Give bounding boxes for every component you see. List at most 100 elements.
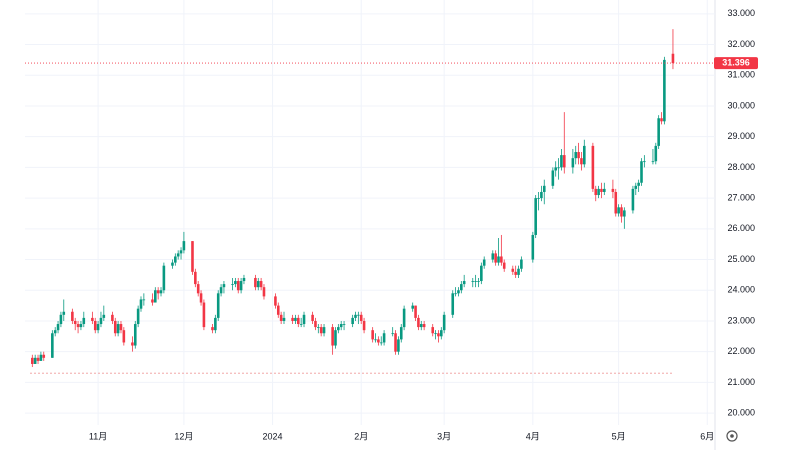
candle-body xyxy=(580,158,583,165)
candle-body xyxy=(354,314,357,318)
y-tick-label: 28.000 xyxy=(727,162,755,172)
y-tick-label: 32.000 xyxy=(727,39,755,49)
candle-body xyxy=(194,271,197,285)
y-tick-label: 29.000 xyxy=(727,131,755,141)
candle-body xyxy=(291,317,294,321)
candle-body xyxy=(351,317,354,325)
candle-body xyxy=(171,262,174,266)
candle-body xyxy=(151,299,154,303)
candle-body xyxy=(342,324,346,325)
candle-body xyxy=(56,324,60,331)
y-tick-label: 27.000 xyxy=(727,192,755,202)
candle-body xyxy=(51,333,54,358)
x-tick-label: 11月 xyxy=(89,431,107,441)
candle-body xyxy=(53,330,57,334)
candle-body xyxy=(236,281,240,291)
candle-body xyxy=(274,296,277,306)
candle-body xyxy=(174,256,177,263)
candle-body xyxy=(311,314,314,321)
candle-body xyxy=(317,327,320,328)
candle-body xyxy=(102,314,106,318)
settings-icon[interactable] xyxy=(726,430,738,442)
y-tick-label: 20.000 xyxy=(727,407,755,417)
candle-body xyxy=(434,333,437,335)
candle-body xyxy=(457,290,460,294)
candle-body xyxy=(76,324,80,328)
y-tick-label: 33.000 xyxy=(727,8,755,18)
candle-body xyxy=(362,320,366,331)
candle-body xyxy=(631,188,635,211)
candle-body xyxy=(314,320,317,328)
candle-body xyxy=(500,256,503,263)
candle-body xyxy=(591,145,595,189)
candle-body xyxy=(113,320,117,334)
candle-body xyxy=(334,330,337,346)
candle-body xyxy=(460,284,463,291)
candle-body xyxy=(36,357,40,361)
candle-body xyxy=(111,314,114,321)
candle-body xyxy=(142,299,146,301)
candle-body xyxy=(419,324,423,328)
candle-body xyxy=(31,357,34,364)
candle-body xyxy=(357,314,360,316)
candle-body xyxy=(262,287,266,297)
candle-body xyxy=(377,339,380,343)
candle-body xyxy=(116,324,120,334)
candle-body xyxy=(93,320,97,331)
candle-body xyxy=(491,253,495,260)
y-tick-label: 23.000 xyxy=(727,315,755,325)
candle-body xyxy=(671,53,675,64)
candle-body xyxy=(299,324,303,325)
candle-body xyxy=(133,324,137,346)
candle-body xyxy=(514,271,517,275)
candle-body xyxy=(517,268,520,275)
grid xyxy=(25,0,715,425)
candle-body xyxy=(431,327,435,334)
candle-body xyxy=(520,259,523,269)
candle-body xyxy=(511,268,515,272)
candle-body xyxy=(480,265,483,282)
candle-body xyxy=(279,314,283,321)
x-tick-label: 6月 xyxy=(700,431,714,441)
candle-body xyxy=(136,308,140,325)
candle-body xyxy=(196,284,200,294)
candle-body xyxy=(634,185,638,189)
candle-body xyxy=(560,155,563,168)
candle-body xyxy=(391,333,394,335)
candle-body xyxy=(651,161,655,163)
candle-body xyxy=(442,314,446,331)
candle-body xyxy=(474,281,477,282)
candle-body xyxy=(454,293,457,295)
candle-body xyxy=(577,152,580,159)
candle-body xyxy=(540,191,543,199)
candle-body xyxy=(214,317,217,331)
candle-body xyxy=(374,339,377,341)
candle-body xyxy=(219,287,223,294)
candle-body xyxy=(256,281,260,288)
candle-body xyxy=(322,327,326,334)
candle-body xyxy=(276,305,280,315)
candle-body xyxy=(179,250,183,254)
candle-body xyxy=(242,277,246,282)
price-label-box xyxy=(714,57,758,70)
candle-body xyxy=(614,191,618,214)
candles xyxy=(31,29,675,368)
candle-body xyxy=(296,317,300,325)
candle-body xyxy=(153,290,157,303)
candle-body xyxy=(482,259,486,266)
candle-body xyxy=(600,188,603,192)
candle-body xyxy=(660,118,663,122)
candle-body xyxy=(199,293,203,303)
candle-body xyxy=(91,317,94,321)
candle-body xyxy=(231,284,234,285)
candle-body xyxy=(162,265,166,291)
candle-body xyxy=(594,188,598,196)
candle-body xyxy=(119,324,123,331)
candle-body xyxy=(562,155,566,168)
candle-body xyxy=(637,182,640,186)
candle-body xyxy=(379,342,383,344)
candle-body xyxy=(542,185,546,192)
x-tick-label: 2024 xyxy=(263,431,283,441)
candle-body xyxy=(82,317,86,325)
